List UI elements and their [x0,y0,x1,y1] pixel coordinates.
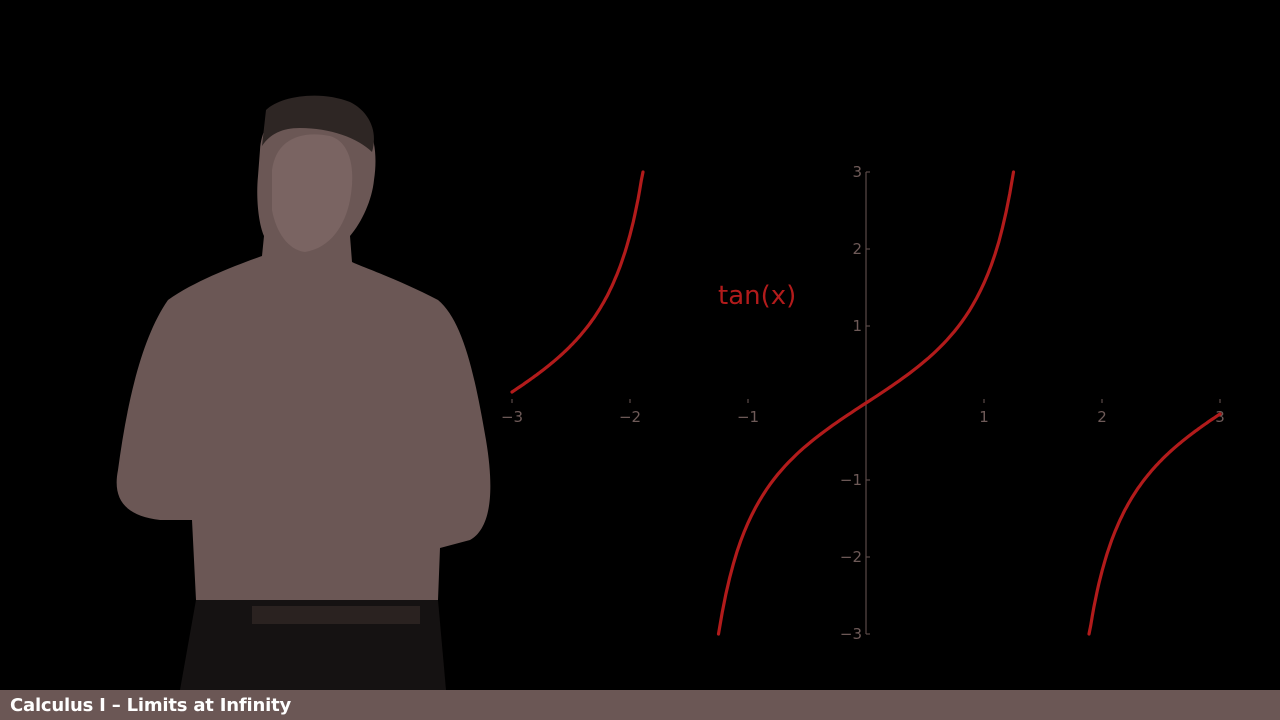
tan-branch-3 [1087,412,1222,636]
x-tick-label: −1 [737,408,759,426]
tan-chart: −3 −2 −1 1 2 3 −3 −2 −1 1 2 3 tan(x) [116,95,1225,690]
chart-axes: −3 −2 −1 1 2 3 −3 −2 −1 1 2 3 [501,163,1225,643]
y-tick-label: 1 [852,317,862,335]
caption-bar: Calculus I – Limits at Infinity [0,690,1280,720]
tan-branch-2 [716,170,1016,636]
chart-curves [510,170,1222,636]
y-tick-label: −1 [840,471,862,489]
video-frame: −3 −2 −1 1 2 3 −3 −2 −1 1 2 3 tan(x) [116,95,1225,690]
x-tick-label: 1 [979,408,989,426]
function-label: tan(x) [718,281,796,311]
x-tick-label: 2 [1097,408,1107,426]
x-tick-label: −3 [501,408,523,426]
y-tick-label: −2 [840,548,862,566]
x-tick-label: −2 [619,408,641,426]
lecture-title: Calculus I – Limits at Infinity [10,694,292,716]
x-tick-label: 3 [1215,408,1225,426]
y-tick-label: −3 [840,625,862,643]
y-tick-label: 2 [852,240,862,258]
presenter-silhouette-icon [116,95,491,690]
tan-branch-1 [510,170,645,394]
y-tick-label: 3 [852,163,862,181]
